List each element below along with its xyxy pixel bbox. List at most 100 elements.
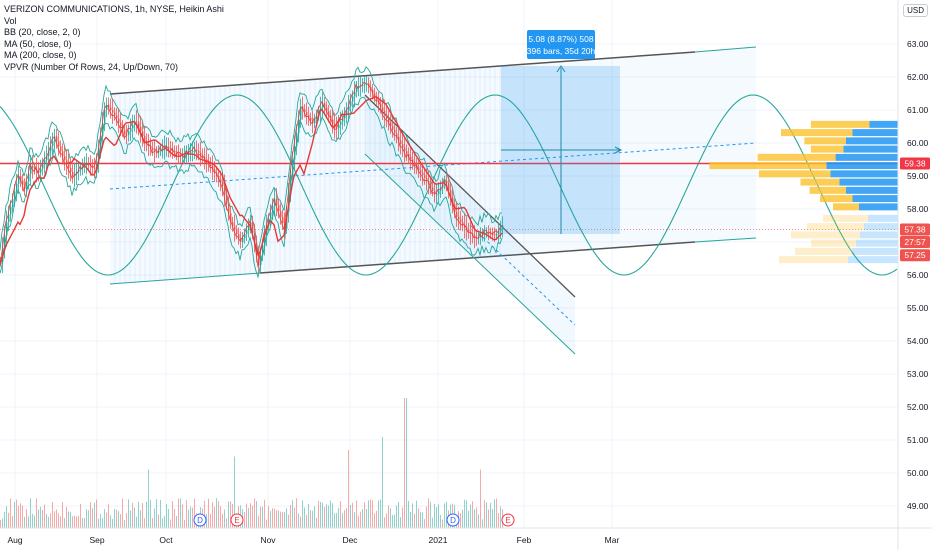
candle-body xyxy=(20,176,22,181)
volume-bar xyxy=(56,509,57,528)
candle-body xyxy=(446,180,448,183)
candle-body xyxy=(400,140,402,145)
volume-bar xyxy=(406,398,407,528)
candle-body xyxy=(454,204,456,212)
time-tick-label: Nov xyxy=(260,535,276,545)
channel-lower-extension[interactable] xyxy=(694,237,757,243)
channel-upper-extension[interactable] xyxy=(694,46,757,53)
volume-bar xyxy=(446,501,447,528)
candle-body xyxy=(362,84,364,86)
sine-cycle-line[interactable] xyxy=(0,94,898,276)
legend-vpvr[interactable]: VPVR (Number Of Rows, 24, Up/Down, 70) xyxy=(4,61,179,72)
down-channel-lower[interactable] xyxy=(364,153,576,355)
candle-body xyxy=(398,136,400,141)
volume-profile-down-faded xyxy=(811,239,856,247)
volume-bar xyxy=(488,509,489,528)
candle-body xyxy=(70,168,72,173)
candle-body xyxy=(502,225,504,229)
volume-profile-up xyxy=(830,170,898,178)
drawings[interactable]: 5.08 (8.87%) 508 396 bars, 35d 20h xyxy=(0,30,898,355)
volume-bar xyxy=(136,516,137,528)
earnings-marker-label: E xyxy=(505,516,510,525)
candle-body xyxy=(310,117,312,121)
time-tick-label: Dec xyxy=(342,535,358,545)
candle-body xyxy=(298,119,300,134)
measure-label-box[interactable] xyxy=(527,30,595,59)
price-series xyxy=(0,66,504,279)
legend-ma200[interactable]: MA (200, close, 0) xyxy=(4,50,77,60)
candle-body xyxy=(72,172,74,176)
volume-bar xyxy=(462,509,463,528)
channel-fill[interactable] xyxy=(110,47,756,284)
earnings-marker[interactable] xyxy=(501,513,515,527)
volume-bar xyxy=(418,508,419,528)
earnings-marker-label: E xyxy=(234,516,239,525)
volume-bar xyxy=(44,504,45,528)
volume-profile-up-faded xyxy=(848,256,898,264)
candle-body xyxy=(382,107,384,111)
volume-bar xyxy=(112,518,113,528)
volume-bar xyxy=(108,504,109,528)
volume-profile-down xyxy=(810,120,870,128)
price-axis[interactable]: 63.0062.0061.0060.0059.0058.0057.0056.00… xyxy=(897,0,929,550)
dividend-marker[interactable] xyxy=(446,513,460,527)
dividend-marker[interactable] xyxy=(193,513,207,527)
volume-bar xyxy=(306,515,307,528)
candle-body xyxy=(258,254,260,266)
candle-body xyxy=(22,180,24,185)
down-channel-fill[interactable] xyxy=(365,95,575,354)
volume-profile-down xyxy=(833,203,859,211)
candle-body xyxy=(316,115,318,120)
volume-profile-down-faded xyxy=(807,223,864,231)
volume-profile-up-faded xyxy=(868,214,898,222)
channel-upper-line[interactable] xyxy=(109,51,696,95)
candle-body xyxy=(328,111,330,116)
candle-body xyxy=(252,222,254,233)
legend-vol[interactable]: Vol xyxy=(4,15,17,26)
candle-body xyxy=(350,101,352,107)
legend-title[interactable]: VERIZON COMMUNICATIONS, 1h, NYSE, Heikin… xyxy=(4,4,224,14)
candle-body xyxy=(52,141,54,147)
volume-bar xyxy=(324,506,325,528)
volume-bar xyxy=(160,500,161,528)
candle-body xyxy=(234,226,236,231)
volume-bar xyxy=(422,512,423,528)
volume-bar xyxy=(24,517,25,528)
volume-bar xyxy=(498,513,499,528)
volume-bar xyxy=(492,509,493,528)
volume-bar xyxy=(320,502,321,528)
legend-ma50[interactable]: MA (50, close, 0) xyxy=(4,38,72,49)
earnings-marker[interactable] xyxy=(230,513,244,527)
candle-body xyxy=(230,213,232,223)
volume-bar xyxy=(52,502,53,528)
volume-bar xyxy=(130,510,131,528)
volume-bar xyxy=(34,515,35,528)
volume-bar xyxy=(354,512,355,528)
volume-bar xyxy=(76,516,77,528)
legend-bb[interactable]: BB (20, close, 2, 0) xyxy=(4,27,81,37)
time-axis[interactable]: Aug Sep Oct Nov Dec 2021 Feb Mar xyxy=(0,527,932,545)
down-channel-median[interactable] xyxy=(469,224,576,326)
volume-bar xyxy=(92,508,93,528)
volume-bar xyxy=(252,505,253,528)
channel-lower-line[interactable] xyxy=(259,241,696,274)
volume-bar xyxy=(120,514,121,528)
volume-bar xyxy=(68,511,69,528)
volume-bar xyxy=(440,514,441,528)
channel-lower-start[interactable] xyxy=(109,272,261,285)
candle-body xyxy=(130,128,132,132)
candle-body xyxy=(324,103,326,108)
volume-bar xyxy=(2,518,3,528)
candle-body xyxy=(16,183,18,192)
volume-profile-up xyxy=(826,162,898,170)
volume-bar xyxy=(90,502,91,528)
candle-body xyxy=(292,159,294,177)
candle-body xyxy=(198,150,200,153)
volume-bar xyxy=(140,510,141,528)
currency-label[interactable]: USD xyxy=(903,4,928,17)
volume-bar xyxy=(284,512,285,528)
volume-bar xyxy=(340,501,341,528)
